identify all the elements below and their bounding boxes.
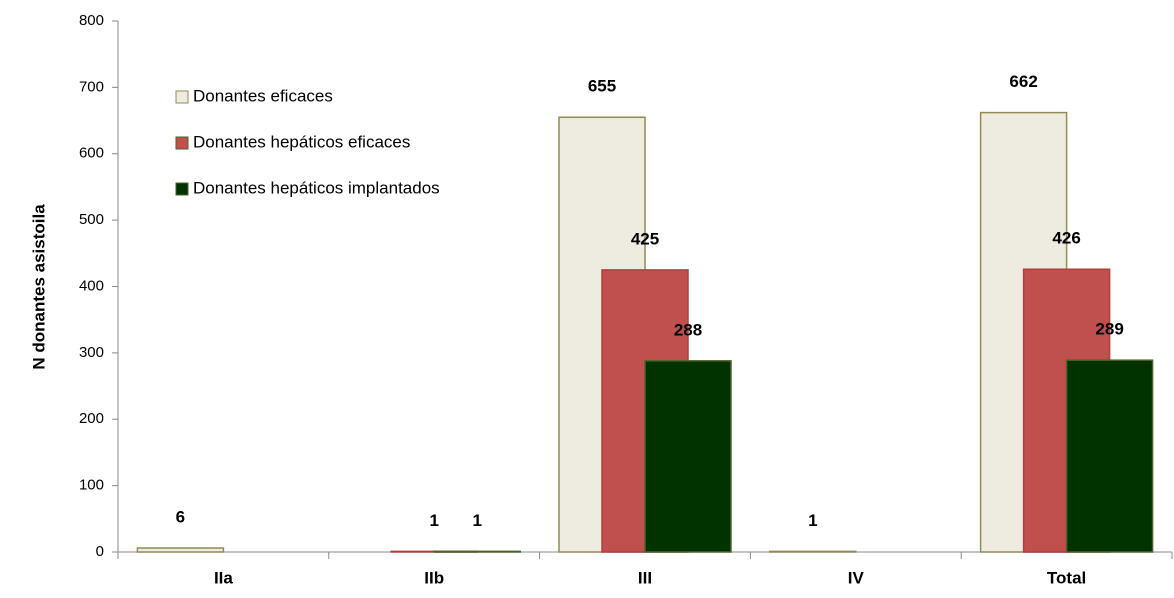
x-tick-label: Total xyxy=(1047,568,1086,587)
legend-swatch xyxy=(175,136,189,150)
legend-swatch xyxy=(175,90,189,104)
x-tick-label: IIb xyxy=(424,568,444,587)
x-tick-label: IV xyxy=(848,568,865,587)
legend-label: Donantes hepáticos implantados xyxy=(193,178,440,197)
data-label: 662 xyxy=(1009,72,1037,91)
data-label: 6 xyxy=(176,508,185,527)
y-tick-label: 200 xyxy=(79,410,104,427)
y-tick-label: 0 xyxy=(96,543,104,560)
legend-swatch xyxy=(175,182,189,196)
x-tick-label: IIa xyxy=(214,568,233,587)
y-tick-label: 300 xyxy=(79,344,104,361)
bar xyxy=(1065,359,1154,553)
legend-label: Donantes hepáticos eficaces xyxy=(193,132,410,151)
y-tick-label: 800 xyxy=(79,12,104,29)
data-label: 289 xyxy=(1095,320,1123,339)
y-axis-label: N donantes asistoila xyxy=(29,204,48,370)
y-tick-label: 600 xyxy=(79,145,104,162)
y-tick-label: 500 xyxy=(79,211,104,228)
data-label: 288 xyxy=(674,320,702,339)
data-label: 1 xyxy=(429,511,438,530)
data-label: 1 xyxy=(472,511,481,530)
bar xyxy=(433,550,521,553)
bar xyxy=(136,547,225,553)
y-tick-label: 400 xyxy=(79,277,104,294)
y-tick-label: 100 xyxy=(79,477,104,494)
y-tick-label: 700 xyxy=(79,78,104,95)
data-label: 425 xyxy=(631,229,659,248)
x-tick-label: III xyxy=(638,568,652,587)
data-label: 1 xyxy=(808,511,817,530)
legend-label: Donantes eficaces xyxy=(193,86,333,105)
data-label: 655 xyxy=(588,77,616,96)
bar xyxy=(644,360,732,553)
data-label: 426 xyxy=(1052,229,1080,248)
bar xyxy=(769,550,857,553)
